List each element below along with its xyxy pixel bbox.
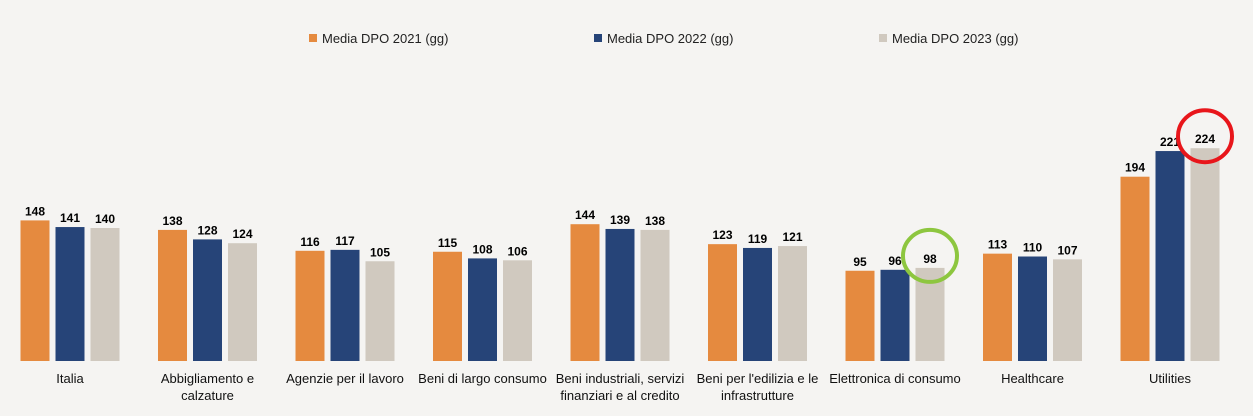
bar-8-0	[1120, 176, 1150, 361]
bar-3-0	[433, 251, 462, 361]
category-label-0-0: Italia	[56, 371, 84, 386]
value-label-2-1: 117	[335, 234, 355, 248]
category-label-3-0: Beni di largo consumo	[418, 371, 547, 386]
bar-1-1	[193, 239, 222, 361]
bar-8-2	[1190, 148, 1220, 361]
value-labels: 148 138 116 115 144 123 95 113 194 141 128 117 108 13…	[25, 132, 1215, 269]
bar-3-2	[503, 260, 532, 361]
bar-4-1	[605, 228, 635, 361]
value-label-7-2: 107	[1057, 243, 1077, 257]
bar-7-1	[1018, 256, 1047, 361]
legend-swatch-2	[879, 34, 887, 42]
bar-0-2	[90, 228, 120, 361]
value-label-3-2: 106	[507, 244, 527, 258]
bar-4-2	[640, 229, 670, 361]
category-label-7-0: Healthcare	[1001, 371, 1064, 386]
category-labels: Italia Abbigliamento e calzature Agenzie pe…	[56, 371, 1191, 403]
value-label-0-2: 140	[95, 212, 115, 226]
value-label-5-0: 123	[712, 228, 732, 242]
bar-2-0	[295, 250, 325, 361]
legend-label-0: Media DPO 2021 (gg)	[322, 31, 448, 46]
value-label-6-1: 96	[888, 254, 902, 268]
value-label-4-1: 139	[610, 213, 630, 227]
value-label-7-1: 110	[1023, 241, 1043, 255]
bar-2-1	[330, 249, 360, 361]
value-label-2-2: 105	[370, 245, 390, 259]
bar-4-0	[570, 224, 600, 361]
category-label-2-0: Agenzie per il lavoro	[286, 371, 404, 386]
category-label-1-1: calzature	[181, 388, 234, 403]
value-label-2-0: 116	[300, 235, 320, 249]
annotations	[901, 108, 1234, 284]
bar-6-1	[880, 269, 910, 361]
category-label-5-0: Beni per l'edilizia e le	[697, 371, 819, 386]
bar-7-0	[983, 253, 1012, 361]
bar-1-2	[228, 243, 257, 361]
bar-0-1	[55, 227, 85, 361]
bar-7-2	[1053, 259, 1082, 361]
bar-1-0	[158, 229, 187, 361]
value-label-1-0: 138	[162, 214, 182, 228]
bar-2-2	[365, 261, 395, 361]
value-label-1-2: 124	[232, 227, 252, 241]
value-label-8-0: 194	[1125, 161, 1145, 175]
bar-6-0	[845, 270, 875, 361]
value-label-3-0: 115	[438, 236, 458, 250]
bar-8-1	[1155, 151, 1185, 361]
category-label-5-1: infrastrutture	[721, 388, 794, 403]
value-label-4-2: 138	[645, 214, 665, 228]
value-label-0-1: 141	[60, 211, 80, 225]
legend-label-2: Media DPO 2023 (gg)	[892, 31, 1018, 46]
value-label-6-2: 98	[923, 252, 937, 266]
bar-3-1	[468, 258, 497, 361]
value-label-8-2: 224	[1195, 132, 1215, 146]
value-label-3-1: 108	[472, 242, 492, 256]
bar-0-0	[20, 220, 50, 361]
bar-5-2	[778, 246, 807, 361]
category-label-8-0: Utilities	[1149, 371, 1191, 386]
value-label-1-1: 128	[197, 223, 217, 237]
category-label-6-0: Elettronica di consumo	[829, 371, 961, 386]
bars	[20, 148, 1220, 361]
bar-5-0	[708, 244, 737, 361]
value-label-5-2: 121	[782, 230, 802, 244]
value-label-5-1: 119	[748, 232, 768, 246]
legend: Media DPO 2021 (gg) Media DPO 2022 (gg) Me…	[309, 31, 1018, 46]
legend-swatch-1	[594, 34, 602, 42]
legend-swatch-0	[309, 34, 317, 42]
highlight-circle-0	[901, 227, 959, 284]
bar-5-1	[743, 247, 772, 361]
category-label-1-0: Abbigliamento e	[161, 371, 254, 386]
category-label-4-1: finanziari e al credito	[560, 388, 679, 403]
value-label-8-1: 221	[1160, 135, 1180, 149]
value-label-6-0: 95	[853, 255, 867, 269]
value-label-7-0: 113	[988, 238, 1008, 252]
value-label-4-0: 144	[575, 208, 595, 222]
highlight-circle-1	[1176, 108, 1234, 165]
category-label-4-0: Beni industriali, servizi	[556, 371, 685, 386]
value-label-0-0: 148	[25, 204, 45, 218]
legend-label-1: Media DPO 2022 (gg)	[607, 31, 733, 46]
